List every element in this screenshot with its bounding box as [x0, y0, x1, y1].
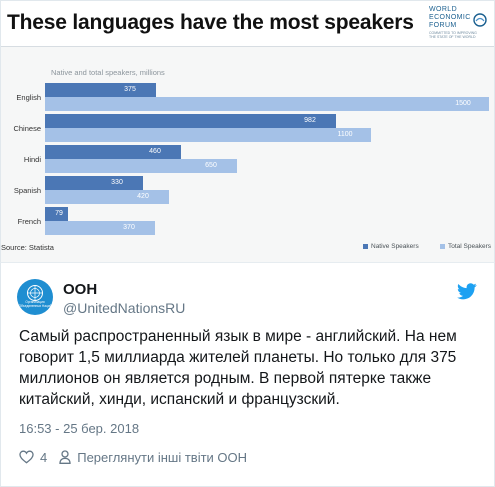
un-emblem-icon — [27, 285, 43, 301]
tweet-text: Самый распространенный язык в мире - анг… — [19, 326, 489, 410]
infographic-headline: These languages have the most speakers — [7, 11, 414, 34]
user-handle[interactable]: @UnitedNationsRU — [63, 300, 186, 316]
legend-native-label: Native Speakers — [371, 243, 419, 250]
like-count[interactable]: 4 — [40, 449, 48, 465]
bar-total: 650 — [45, 159, 237, 173]
category-label: Spanish — [13, 186, 41, 195]
bar-total: 1500 — [45, 97, 489, 111]
tweet-text-line: говорит 1,5 миллиарда жителей планеты. Н… — [19, 349, 457, 366]
bar-total: 370 — [45, 221, 155, 235]
heart-icon[interactable] — [19, 450, 34, 464]
infographic-image[interactable]: These languages have the most speakers W… — [0, 0, 495, 262]
avatar-caption: Организация Объединенных Наций — [18, 300, 52, 308]
category-label: English — [16, 93, 41, 102]
legend-total: Total Speakers — [440, 243, 491, 250]
bar-native: 375 — [45, 83, 156, 97]
bar-value-label: 982 — [304, 117, 316, 124]
tweet-text-line: китайский, хинди, испанский и французски… — [19, 391, 340, 408]
wef-logo: WORLD ECONOMIC FORUM COMMITTED TO IMPROV… — [425, 3, 493, 45]
category-label: French — [17, 217, 41, 226]
legend-total-swatch — [440, 244, 445, 249]
bar-value-label: 650 — [205, 162, 217, 169]
logo-line-1: WORLD — [429, 6, 458, 13]
bar-native: 460 — [45, 145, 181, 159]
chart-source: Source: Statista — [1, 243, 54, 252]
bar-total: 1100 — [45, 128, 371, 142]
logo-line-2: ECONOMIC — [429, 14, 471, 21]
bar-value-label: 460 — [149, 148, 161, 155]
tweet-actions: 4 Переглянути інші твіти ООН — [19, 447, 247, 467]
tweet-timestamp[interactable]: 16:53 - 25 бер. 2018 — [19, 421, 140, 436]
view-other-tweets-link[interactable]: Переглянути інші твіти ООН — [77, 449, 248, 465]
bar-value-label: 330 — [111, 179, 123, 186]
avatar[interactable]: Организация Объединенных Наций — [17, 279, 53, 315]
bar-native: 79 — [45, 207, 68, 221]
logo-line-3: FORUM — [429, 22, 457, 29]
bar-value-label: 375 — [124, 86, 136, 93]
bar-total: 420 — [45, 190, 169, 204]
legend-total-label: Total Speakers — [448, 243, 491, 250]
legend-native-swatch — [363, 244, 368, 249]
logo-tagline: COMMITTED TO IMPROVING THE STATE OF THE … — [429, 31, 477, 39]
display-name[interactable]: ООН — [63, 281, 98, 298]
tweet-text-line: миллионов он является родным. В первой п… — [19, 370, 432, 387]
legend-native: Native Speakers — [363, 243, 419, 250]
bar-value-label: 370 — [123, 224, 135, 231]
tweet-card: Организация Объединенных Наций ООН @Unit… — [0, 262, 495, 487]
chart-subtitle: Native and total speakers, millions — [51, 68, 165, 77]
category-label: Chinese — [13, 124, 41, 133]
category-label: Hindi — [23, 155, 41, 164]
bar-value-label: 1100 — [337, 131, 353, 138]
bar-native: 982 — [45, 114, 336, 128]
person-icon — [59, 450, 71, 464]
bar-value-label: 420 — [137, 193, 149, 200]
infographic-header: These languages have the most speakers W… — [1, 1, 494, 47]
tweet-text-line: Самый распространенный язык в мире - анг… — [19, 328, 457, 345]
bar-native: 330 — [45, 176, 143, 190]
bar-chart: Native and total speakers, millions Engl… — [1, 47, 494, 262]
wef-swoosh-icon — [473, 13, 487, 27]
twitter-bird-icon[interactable] — [457, 283, 477, 300]
bar-value-label: 1500 — [455, 100, 471, 107]
bar-value-label: 79 — [55, 210, 63, 217]
